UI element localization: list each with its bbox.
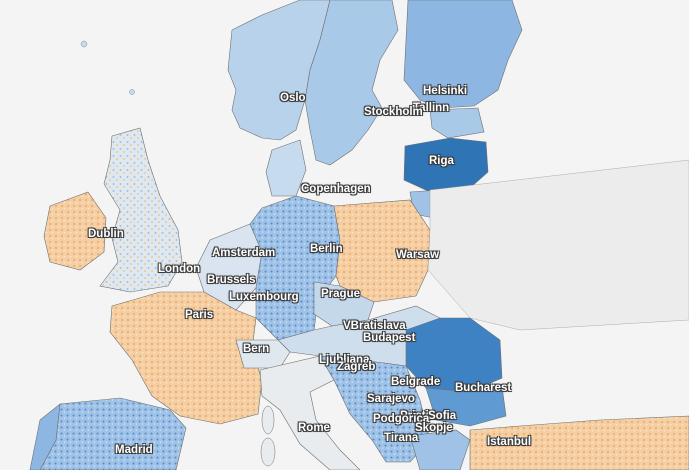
region-latvia[interactable]: [403, 137, 489, 193]
region-ireland[interactable]: [43, 191, 107, 271]
region-finland[interactable]: [403, 0, 523, 109]
region-portugal[interactable]: [29, 403, 61, 470]
island: [80, 40, 88, 48]
island: [129, 89, 135, 95]
region-spain[interactable]: [39, 397, 187, 470]
region-east: [427, 159, 689, 331]
region-bulgaria[interactable]: [425, 385, 507, 427]
region-estonia[interactable]: [429, 107, 485, 139]
region-uk[interactable]: [99, 127, 183, 293]
region-sweden[interactable]: [304, 0, 399, 166]
region-sardinia: [260, 437, 276, 467]
region-turkey[interactable]: [469, 415, 689, 470]
region-france[interactable]: [109, 291, 263, 425]
region-romania[interactable]: [405, 317, 503, 393]
region-corsica: [261, 405, 275, 435]
region-greece[interactable]: [409, 429, 471, 470]
region-poland[interactable]: [333, 199, 431, 303]
region-switzerland[interactable]: [235, 339, 291, 369]
region-norway[interactable]: [227, 0, 331, 141]
region-balkans-west[interactable]: [319, 355, 431, 463]
